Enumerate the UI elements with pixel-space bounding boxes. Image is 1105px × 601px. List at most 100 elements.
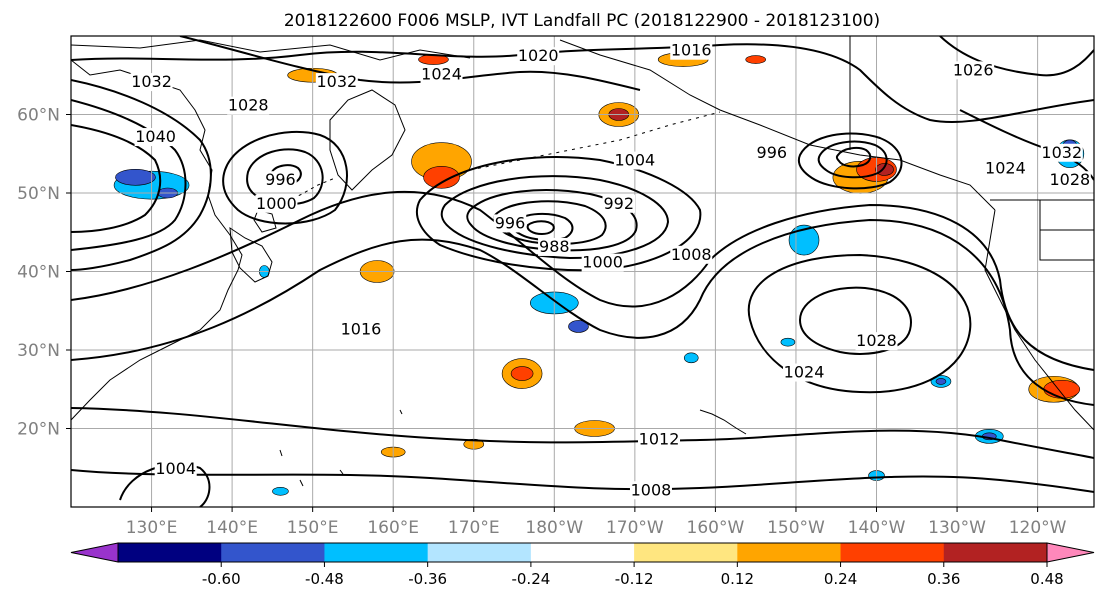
colorbar-segment <box>737 543 842 562</box>
isobar-988-aleutian <box>526 220 555 236</box>
contour-label-bg <box>670 41 713 60</box>
contour-label: 1032 <box>316 72 357 91</box>
isobar-1024-high <box>747 253 972 394</box>
colorbar-extend-high <box>1046 542 1095 563</box>
contour-label: 1000 <box>256 194 297 213</box>
isobar-northeast <box>939 36 1094 77</box>
colorbar-segment <box>118 543 222 562</box>
colorbar-tick-label: -0.48 <box>305 570 344 588</box>
lat-label: 40°N <box>17 263 60 283</box>
contour-label-bg <box>227 96 270 115</box>
contour-label-bg <box>952 61 995 80</box>
colorbar-segment <box>840 543 945 562</box>
contour-label-bg <box>581 253 624 272</box>
colorbar-segment <box>324 543 429 562</box>
lon-label: 170°W <box>606 518 664 538</box>
isobar-asia-high-1 <box>71 79 212 271</box>
contour-label: 1016 <box>341 319 382 338</box>
coastline-siberia <box>71 39 471 61</box>
coastline-aleutians <box>469 111 721 171</box>
isobar-gulf-low-2 <box>817 140 888 179</box>
contour-label: 1012 <box>639 429 680 448</box>
contour-label-bg <box>1048 171 1091 190</box>
colorbar-tick-label: 0.36 <box>927 570 960 588</box>
latitude-labels: 60°N 50°N 40°N 30°N 20°N <box>17 106 71 440</box>
contour-label-bg <box>638 430 681 449</box>
contour-label-bg <box>134 128 177 147</box>
lon-label: 130°E <box>126 518 178 538</box>
colorbar-tick-label: 0.12 <box>721 570 754 588</box>
contour-label: 1024 <box>421 64 462 83</box>
colorbar-segment <box>530 543 635 562</box>
ivt-shaded-region <box>935 378 947 385</box>
ivt-shaded-region <box>568 320 589 333</box>
borders-western-us <box>1039 200 1094 261</box>
contour-label-bg <box>613 151 656 170</box>
colorbar: -0.60 -0.48 -0.36 -0.24 -0.12 0.12 0.24 0.36 0.4… <box>70 542 1095 588</box>
isobar-gulf-low-3 <box>835 146 872 168</box>
isobar-asia-high-3 <box>71 124 162 233</box>
contour-label: 992 <box>603 194 634 213</box>
isobar-1000-japan-low <box>222 130 348 225</box>
contour-label: 1032 <box>1041 143 1082 162</box>
contour-label-bg <box>629 481 672 500</box>
contour-label-bg <box>517 47 560 66</box>
coastline-alaska <box>559 39 996 211</box>
contour-label: 1032 <box>131 72 172 91</box>
contour-label: 1024 <box>784 363 825 382</box>
contour-label: 1026 <box>953 60 994 79</box>
contour-label-bg <box>755 143 789 162</box>
contour-label: 1028 <box>856 331 897 350</box>
isobar-996-japan-low <box>246 148 324 206</box>
contour-label: 1040 <box>135 127 176 146</box>
lon-label: 130°W <box>928 518 986 538</box>
colorbar-segment <box>427 543 532 562</box>
lat-label: 60°N <box>17 106 60 126</box>
lon-label: 140°W <box>848 518 906 538</box>
ivt-shaded-region <box>115 169 156 186</box>
lat-label: 50°N <box>17 184 60 204</box>
contour-label: 996 <box>757 143 788 162</box>
isobar-1004-aleutian <box>440 175 670 260</box>
colorbar-tick-label: 0.24 <box>824 570 857 588</box>
figure-title: 2018122600 F006 MSLP, IVT Landfall PC (2… <box>284 11 880 31</box>
colorbar-segment <box>943 543 1048 562</box>
contour-label: 1004 <box>614 151 655 170</box>
contour-label-bg <box>255 194 298 213</box>
contour-label: 1016 <box>671 41 712 60</box>
lon-label: 120°W <box>1009 518 1067 538</box>
lon-label: 170°E <box>448 518 500 538</box>
contour-label-bg <box>339 320 382 339</box>
lon-label: 150°E <box>287 518 339 538</box>
contour-label: 1028 <box>1049 170 1090 189</box>
contour-label-bg <box>264 171 297 190</box>
ivt-shaded-region <box>683 352 699 364</box>
ivt-shaded-region <box>745 55 766 64</box>
ivt-shaded-region <box>780 337 796 347</box>
colorbar-tick-label: -0.24 <box>511 570 550 588</box>
isobar-gulf-low-1 <box>797 132 903 190</box>
coastline-hawaii <box>699 409 747 435</box>
contour-label: 1020 <box>518 46 559 65</box>
isobar-1020 <box>71 190 1094 371</box>
contour-label: 996 <box>495 213 526 232</box>
lon-label: 150°W <box>767 518 825 538</box>
lon-label: 180°W <box>525 518 583 538</box>
colorbar-segment <box>221 543 325 562</box>
colorbar-tick-label: -0.60 <box>202 570 241 588</box>
contour-labels: 1032 1040 1028 1032 1024 1020 1016 1026 1032 1024… <box>130 41 1091 500</box>
isobar-1000-aleutian <box>466 189 638 252</box>
contour-label-bg <box>315 73 358 92</box>
coastlines <box>71 36 1094 487</box>
isobar-996-aleutian <box>493 200 607 245</box>
lon-label: 160°E <box>367 518 419 538</box>
contour-label-bg <box>670 245 713 264</box>
isobar-1008-aleutian <box>415 155 702 272</box>
lat-label: 20°N <box>17 420 60 440</box>
contour-label: 1008 <box>671 245 712 264</box>
map-area: 1032 1040 1028 1032 1024 1020 1016 1026 1032 1024… <box>17 35 1095 538</box>
longitude-labels: 130°E 140°E 150°E 160°E 170°E 180°W 170°W 160°W… <box>126 507 1067 538</box>
ivt-shaded-region <box>272 486 289 496</box>
ivt-shaded-region <box>423 166 460 189</box>
lon-label: 160°W <box>687 518 745 538</box>
